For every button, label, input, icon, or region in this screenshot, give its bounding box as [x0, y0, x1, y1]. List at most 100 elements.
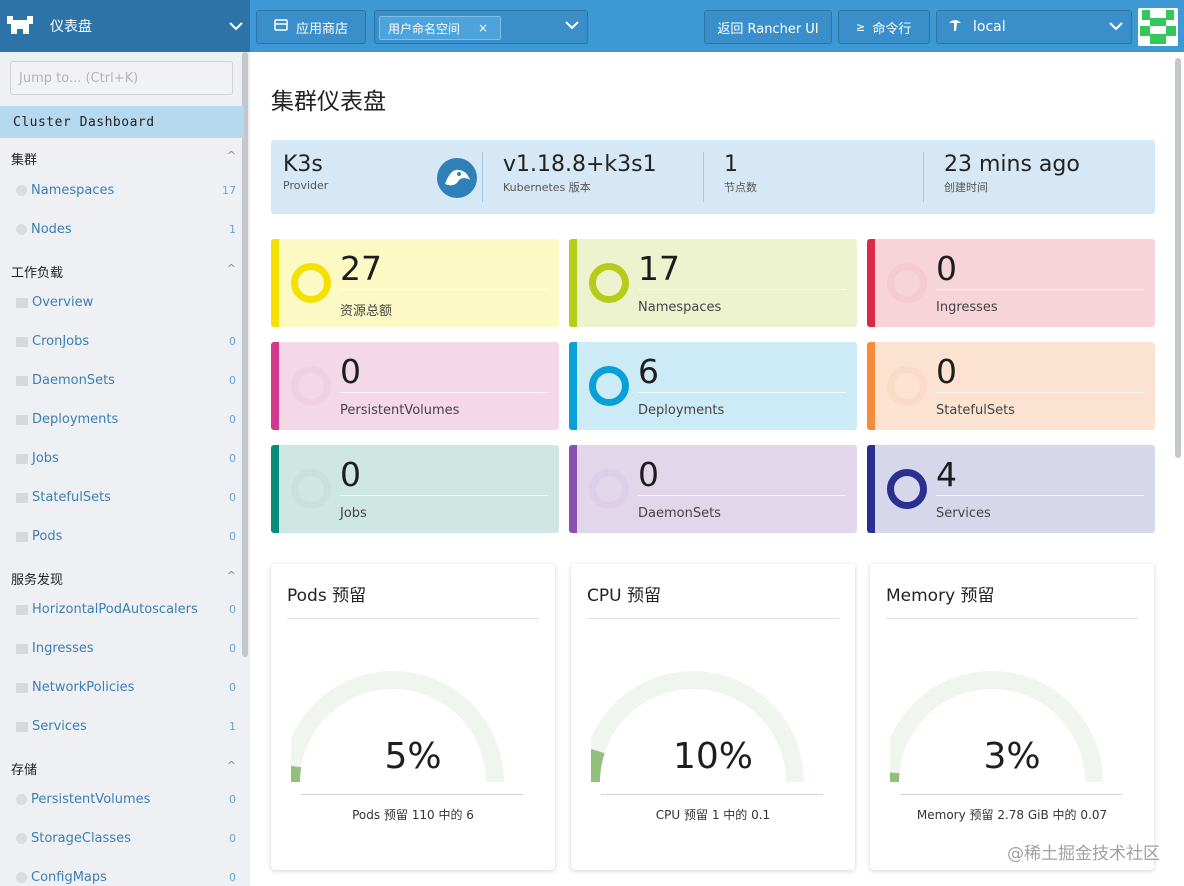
- sidebar-item-nodes[interactable]: Nodes 1: [16, 222, 236, 237]
- card-value: 17: [638, 249, 680, 288]
- card-divider: [340, 495, 548, 496]
- gauge-arc: [291, 671, 504, 783]
- resource-card-persistentvolumes[interactable]: 0 PersistentVolumes: [271, 342, 559, 430]
- sidebar-item-label: Namespaces: [31, 183, 115, 198]
- back-to-rancher-button[interactable]: 返回 Rancher UI: [704, 10, 832, 44]
- sidebar-item-count: 0: [229, 832, 236, 845]
- card-accent: [867, 239, 875, 327]
- card-label: PersistentVolumes: [340, 403, 460, 418]
- sidebar-item-statefulsets[interactable]: StatefulSets 0: [16, 490, 236, 505]
- sidebar-item-ingresses[interactable]: Ingresses 0: [16, 641, 236, 656]
- provider-info: K3s Provider: [283, 152, 328, 192]
- sidebar-item-namespaces[interactable]: Namespaces 17: [16, 183, 236, 198]
- group-label: 服务发现: [11, 573, 64, 588]
- namespace-filter[interactable]: 用户命名空间 ×: [374, 10, 588, 44]
- sidebar-item-storageclasses[interactable]: StorageClasses 0: [16, 831, 236, 846]
- resource-icon: [16, 224, 27, 235]
- sidebar-item-jobs[interactable]: Jobs 0: [16, 451, 236, 466]
- gauge-baseline: [301, 794, 523, 795]
- resource-icon: [16, 872, 27, 883]
- sidebar-item-configmaps[interactable]: ConfigMaps 0: [16, 870, 236, 885]
- sidebar-item-cronjobs[interactable]: CronJobs 0: [16, 334, 236, 349]
- sidebar-item-count: 0: [229, 793, 236, 806]
- main-scrollbar[interactable]: [1175, 58, 1181, 458]
- card-divider: [638, 495, 846, 496]
- kubectl-shell-button[interactable]: ≥ 命令行: [838, 10, 930, 44]
- sidebar-item-hpa[interactable]: HorizontalPodAutoscalers 0: [16, 602, 236, 617]
- app-store-button[interactable]: 应用商店: [256, 10, 366, 44]
- namespace-chip: 用户命名空间 ×: [379, 16, 501, 40]
- gauge-card-memory: Memory 预留 3% Memory 预留 2.78 GiB 中的 0.07: [870, 564, 1154, 870]
- jump-to-search-input[interactable]: Jump to... (Ctrl+K): [10, 61, 233, 95]
- sidebar-item-count: 1: [229, 223, 236, 236]
- card-accent: [569, 445, 577, 533]
- card-divider: [638, 392, 846, 393]
- sidebar-item-persistentvolumes[interactable]: PersistentVolumes 0: [16, 792, 236, 807]
- sidebar-item-services[interactable]: Services 1: [16, 719, 236, 734]
- sidebar-item-label: Nodes: [31, 222, 72, 237]
- gauge-title: Pods 预留: [287, 586, 367, 606]
- back-rancher-label: 返回 Rancher UI: [717, 21, 819, 37]
- sidebar-group-storage[interactable]: 存储 ^: [11, 759, 236, 778]
- resource-card-namespaces[interactable]: 17 Namespaces: [569, 239, 857, 327]
- page-title: 集群仪表盘: [271, 89, 386, 115]
- resource-card-total[interactable]: 27 资源总额: [271, 239, 559, 327]
- sidebar: Jump to... (Ctrl+K) Cluster Dashboard 集群…: [0, 52, 250, 886]
- sidebar-group-cluster[interactable]: 集群 ^: [11, 149, 236, 168]
- card-divider: [936, 495, 1144, 496]
- nodes-value: 1: [724, 152, 738, 177]
- cluster-info-bar: K3s Provider v1.18.8+k3s1 Kubernetes 版本 …: [271, 140, 1155, 214]
- resource-card-services[interactable]: 4 Services: [867, 445, 1155, 533]
- chevron-down-icon: [565, 19, 579, 34]
- gauge-card-pods: Pods 预留 5% Pods 预留 110 中的 6: [271, 564, 555, 870]
- cluster-switcher[interactable]: local: [936, 10, 1132, 44]
- resource-card-ingresses[interactable]: 0 Ingresses: [867, 239, 1155, 327]
- resource-card-deployments[interactable]: 6 Deployments: [569, 342, 857, 430]
- sidebar-item-count: 0: [229, 530, 236, 543]
- card-label: Services: [936, 506, 991, 521]
- card-accent: [569, 239, 577, 327]
- folder-icon: [16, 643, 28, 654]
- folder-icon: [16, 492, 28, 503]
- sidebar-item-daemonsets[interactable]: DaemonSets 0: [16, 373, 236, 388]
- sidebar-group-service-discovery[interactable]: 服务发现 ^: [11, 569, 236, 588]
- product-switcher[interactable]: 仪表盘: [0, 0, 250, 52]
- close-icon[interactable]: ×: [478, 21, 489, 35]
- sidebar-scrollbar[interactable]: [242, 52, 248, 657]
- rancher-logo-icon: [2, 8, 38, 44]
- sidebar-item-cluster-dashboard[interactable]: Cluster Dashboard: [0, 106, 244, 138]
- sidebar-item-label: StorageClasses: [31, 831, 131, 846]
- chevron-up-icon: ^: [226, 569, 236, 582]
- sidebar-item-count: 0: [229, 335, 236, 348]
- gauge-percent: 5%: [384, 736, 442, 777]
- resource-card-statefulsets[interactable]: 0 StatefulSets: [867, 342, 1155, 430]
- nodes-info: 1 节点数: [724, 152, 757, 195]
- sidebar-item-deployments[interactable]: Deployments 0: [16, 412, 236, 427]
- card-accent: [271, 239, 279, 327]
- provider-label: Provider: [283, 179, 329, 192]
- version-label: Kubernetes 版本: [503, 181, 591, 194]
- card-label: Namespaces: [638, 300, 722, 315]
- user-avatar[interactable]: [1138, 8, 1178, 46]
- ring-icon: [887, 263, 927, 303]
- resource-card-daemonsets[interactable]: 0 DaemonSets: [569, 445, 857, 533]
- sidebar-item-networkpolicies[interactable]: NetworkPolicies 0: [16, 680, 236, 695]
- sidebar-group-workloads[interactable]: 工作负载 ^: [11, 262, 236, 281]
- gauge-arc: [890, 671, 1103, 783]
- sidebar-item-pods[interactable]: Pods 0: [16, 529, 236, 544]
- info-divider: [923, 152, 924, 202]
- resource-icon: [16, 794, 27, 805]
- sidebar-item-overview[interactable]: Overview: [16, 295, 236, 310]
- gauge-card-cpu: CPU 预留 10% CPU 预留 1 中的 0.1: [571, 564, 855, 870]
- sidebar-item-label: HorizontalPodAutoscalers: [32, 602, 198, 617]
- resource-card-jobs[interactable]: 0 Jobs: [271, 445, 559, 533]
- card-divider: [340, 289, 548, 290]
- card-label: DaemonSets: [638, 506, 721, 521]
- k3s-logo-icon: [437, 158, 477, 198]
- sidebar-item-count: 0: [229, 452, 236, 465]
- sidebar-item-count: 1: [229, 720, 236, 733]
- created-info: 23 mins ago 创建时间: [944, 152, 1080, 195]
- gauge-caption: Pods 预留 110 中的 6: [352, 808, 474, 822]
- sidebar-item-count: 17: [222, 184, 236, 197]
- card-label: Ingresses: [936, 300, 998, 315]
